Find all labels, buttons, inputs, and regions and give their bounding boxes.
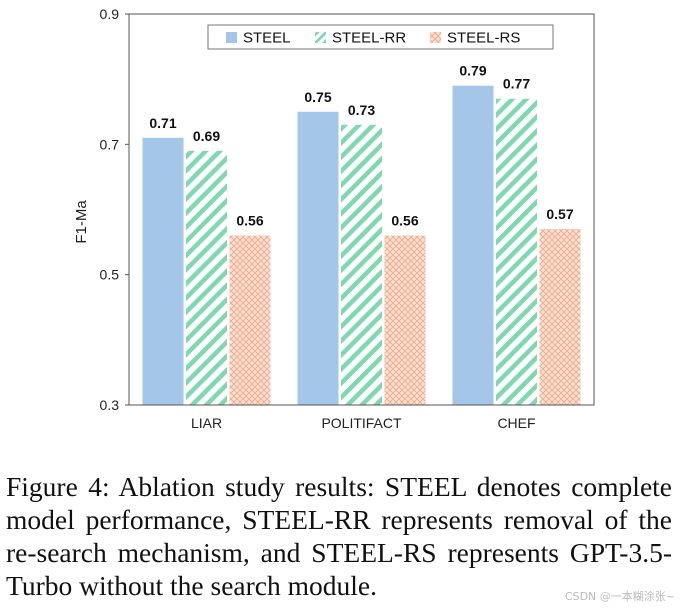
data-label: 0.77 [503,76,530,92]
legend-label-steel: STEEL [243,30,291,47]
bar-steel-rr-liar [186,150,227,405]
data-label: 0.75 [304,89,331,105]
y-tick-label: 0.5 [100,267,120,283]
bar-steel-rs-chef [539,229,581,405]
data-label: 0.79 [459,63,486,79]
plot-frame [128,13,595,406]
bar-steel-chef [452,85,494,405]
legend-label-steel-rr: STEEL-RR [332,30,406,47]
x-axis-ticks: LIAR POLITIFACT CHEF [191,415,536,431]
bar-steel-rr-chef [496,98,537,405]
data-label: 0.73 [348,102,375,118]
legend-box [207,24,554,50]
bar-steel-liar [142,137,184,406]
y-tick-label: 0.7 [100,136,120,152]
y-axis-title: F1-Ma [73,200,90,244]
watermark: CSDN @一本糊涂张~ [564,590,675,603]
x-tick-label: POLITIFACT [321,415,402,431]
y-tick-label: 0.9 [100,6,120,22]
chart: 0.71 0.69 0.56 0.75 0.73 0.56 0.79 0.77 0.57 0.3… [73,6,595,431]
bar-steel-rs-politifact [384,235,426,405]
bars [142,85,581,406]
legend: STEEL STEEL-RR STEEL-RS [207,24,554,50]
legend-swatch-steel-rs [430,32,441,43]
x-tick-label: LIAR [191,415,222,431]
bar-steel-rr-politifact [341,124,382,406]
y-axis-ticks: 0.3 0.5 0.7 0.9 [100,6,129,413]
bar-labels: 0.71 0.69 0.56 0.75 0.73 0.56 0.79 0.77 0.57 [149,63,573,229]
data-label: 0.71 [149,115,176,131]
legend-swatch-steel-rr [315,32,326,43]
legend-label-steel-rs: STEEL-RS [447,30,520,47]
data-label: 0.69 [193,128,220,144]
legend-swatch-steel [226,32,237,43]
bar-steel-rs-liar [229,235,271,405]
data-label: 0.56 [236,213,263,229]
data-label: 0.56 [391,213,418,229]
bar-steel-politifact [297,111,339,405]
data-label: 0.57 [546,206,573,222]
x-tick-label: CHEF [497,415,535,431]
figure-caption: Figure 4: Ablation study results: STEEL … [6,471,672,601]
y-tick-label: 0.3 [100,397,120,413]
